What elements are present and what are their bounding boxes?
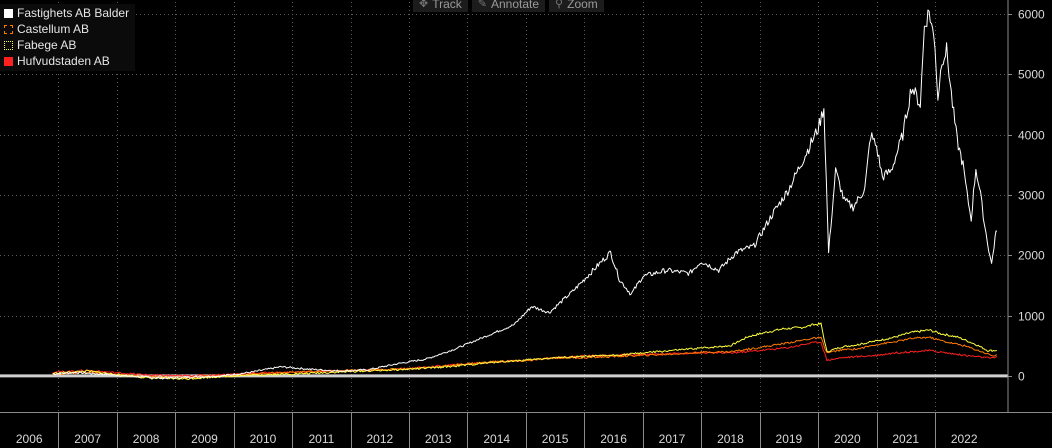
x-tick-label: 2006 [16,432,43,446]
pencil-icon: ✎ [477,0,487,10]
y-axis: 0 1000 2000 3000 4000 5000 6000 [1007,0,1045,412]
y-tick-label: 3000 [1018,189,1045,203]
legend-item-castellum[interactable]: Castellum AB [4,21,129,37]
legend-swatch-castellum [4,24,13,34]
x-tick-label: 2011 [308,432,334,446]
legend-swatch-fabege [4,40,13,50]
x-tick-label: 2018 [717,432,744,446]
annotate-button[interactable]: ✎ Annotate [471,0,546,12]
legend-item-hufvudstaden[interactable]: Hufvudstaden AB [4,53,129,69]
x-tick-label: 2015 [542,432,569,446]
series-line-fastighets [52,9,997,380]
y-tick-label: 0 [1018,370,1025,384]
grid [0,2,1008,412]
x-tick-label: 2008 [133,432,160,446]
chart-toolbar: ✥ Track ✎ Annotate ⚲ Zoom [413,0,604,12]
legend-label-balder: Fastighets AB Balder [17,6,130,20]
zoom-label: Zoom [567,0,598,11]
annotate-label: Annotate [491,0,540,11]
x-tick-label: 2009 [191,432,218,446]
x-tick-label: 2014 [483,432,510,446]
y-tick-label: 2000 [1018,249,1045,263]
series-layer [52,9,998,381]
x-tick-label: 2017 [659,432,686,446]
x-tick-label: 2021 [892,432,919,446]
zoom-button[interactable]: ⚲ Zoom [549,0,604,12]
legend-label-fabege: Fabege AB [17,38,77,52]
x-tick-label: 2013 [425,432,452,446]
x-tick-label: 2022 [951,432,978,446]
legend-label-castellum: Castellum AB [17,22,90,36]
magnifier-icon: ⚲ [555,0,564,10]
legend-item-fabege[interactable]: Fabege AB [4,37,129,53]
y-tick-label: 4000 [1018,129,1045,143]
x-tick-label: 2019 [776,432,803,446]
series-line-hufvudstaden [52,341,998,377]
series-line-fabege [52,322,998,381]
legend-swatch-hufvudstaden [4,56,13,66]
series-line-castellum [52,336,998,379]
y-tick-label: 1000 [1018,310,1045,324]
y-tick-label: 5000 [1018,68,1045,82]
legend: Fastighets AB Balder Castellum AB Fabege… [0,4,136,71]
x-tick-label: 2007 [74,432,101,446]
y-tick-label: 6000 [1018,8,1045,22]
crosshair-icon: ✥ [419,0,429,10]
track-button[interactable]: ✥ Track [413,0,468,12]
x-tick-label: 2012 [366,432,393,446]
x-tick-label: 2010 [250,432,277,446]
track-label: Track [432,0,462,11]
legend-swatch-balder [4,8,13,18]
legend-item-balder[interactable]: Fastighets AB Balder [4,5,129,21]
x-axis: 2006 2007 2008 2009 2010 2011 2012 2013 2014 2015… [0,412,1052,448]
x-tick-label: 2020 [834,432,861,446]
x-tick-label: 2016 [600,432,627,446]
legend-label-hufvudstaden: Hufvudstaden AB [17,54,110,68]
